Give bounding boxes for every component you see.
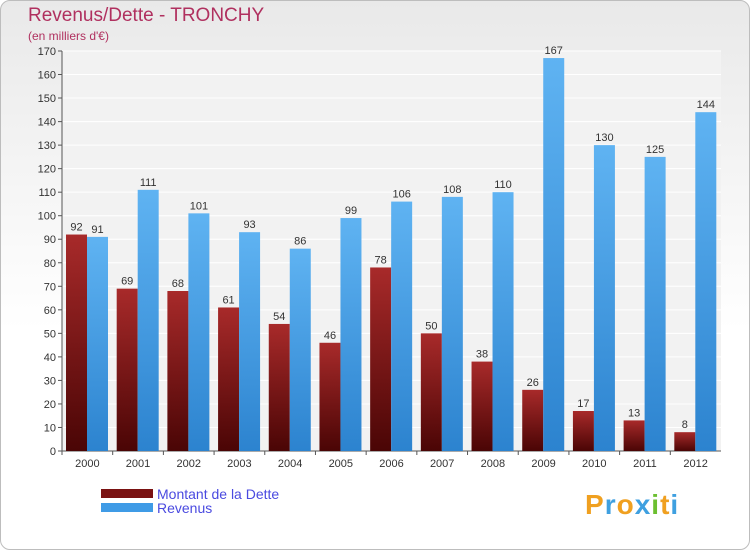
bar-revenus — [239, 232, 261, 451]
data-label: 101 — [190, 200, 208, 212]
data-label: 92 — [70, 222, 82, 234]
bar-revenus — [391, 201, 413, 451]
y-tick-label: 120 — [38, 164, 56, 176]
x-tick-label: 2004 — [278, 458, 302, 470]
y-tick-label: 50 — [44, 328, 56, 340]
data-label: 69 — [121, 276, 133, 288]
y-tick-label: 20 — [44, 399, 56, 411]
brand-letter: r — [604, 489, 617, 520]
chart-title: Revenus/Dette - TRONCHY — [28, 5, 265, 26]
bar-revenus — [543, 58, 565, 451]
y-tick-label: 10 — [44, 422, 56, 434]
bar-dette — [572, 411, 594, 451]
data-label: 78 — [375, 254, 387, 266]
x-tick-label: 2000 — [75, 458, 99, 470]
y-tick-label: 100 — [38, 211, 56, 223]
x-tick-label: 2012 — [683, 458, 707, 470]
bar-dette — [319, 342, 341, 451]
bar-dette — [66, 234, 87, 451]
y-tick-label: 160 — [38, 70, 56, 82]
bar-revenus — [87, 236, 108, 451]
data-label: 68 — [172, 278, 184, 290]
data-label: 46 — [324, 330, 336, 342]
data-label: 167 — [545, 45, 563, 57]
x-tick-label: 2002 — [176, 458, 200, 470]
y-tick-label: 40 — [44, 352, 56, 364]
data-label: 17 — [577, 398, 589, 410]
bar-dette — [623, 420, 645, 451]
data-label: 91 — [91, 224, 103, 236]
x-tick-label: 2001 — [126, 458, 150, 470]
y-tick-label: 130 — [38, 140, 56, 152]
data-label: 110 — [494, 179, 512, 191]
data-label: 125 — [646, 144, 664, 156]
data-label: 108 — [443, 184, 461, 196]
brand-letter: t — [660, 489, 671, 520]
x-tick-label: 2007 — [430, 458, 454, 470]
x-tick-label: 2003 — [227, 458, 251, 470]
legend-label: Revenus — [157, 500, 212, 516]
data-label: 130 — [595, 132, 613, 144]
x-tick-label: 2008 — [481, 458, 505, 470]
x-tick-label: 2011 — [633, 458, 657, 470]
data-label: 99 — [345, 205, 357, 217]
data-label: 93 — [243, 219, 255, 231]
proxiti-logo: Proxiti — [585, 489, 679, 521]
x-tick-label: 2005 — [329, 458, 353, 470]
bar-dette — [674, 432, 696, 451]
bar-revenus — [137, 189, 159, 451]
data-label: 13 — [628, 407, 640, 419]
y-tick-label: 30 — [44, 375, 56, 387]
bar-revenus — [340, 218, 362, 451]
bar-revenus — [695, 112, 717, 452]
x-tick-label: 2006 — [379, 458, 403, 470]
data-label: 54 — [273, 311, 285, 323]
brand-letter: o — [616, 489, 635, 520]
data-label: 106 — [392, 189, 410, 201]
y-tick-label: 170 — [38, 46, 56, 58]
chart-subtitle: (en milliers d'€) — [28, 29, 109, 43]
bar-dette — [522, 389, 544, 451]
y-tick-label: 0 — [50, 446, 56, 458]
y-tick-label: 60 — [44, 305, 56, 317]
data-label: 86 — [294, 236, 306, 248]
y-tick-label: 110 — [38, 187, 56, 199]
data-label: 38 — [476, 349, 488, 361]
bar-revenus — [492, 192, 514, 452]
legend-label: Montant de la Dette — [157, 486, 279, 502]
data-label: 26 — [527, 377, 539, 389]
bar-revenus — [644, 156, 666, 451]
brand-letter: x — [634, 489, 652, 520]
bar-dette — [268, 323, 290, 451]
y-tick-label: 70 — [44, 281, 56, 293]
x-tick-label: 2009 — [531, 458, 555, 470]
y-tick-label: 80 — [44, 258, 56, 270]
bar-revenus — [289, 248, 311, 451]
bar-revenus — [441, 196, 463, 451]
legend-swatch — [101, 489, 153, 498]
bar-revenus — [188, 213, 210, 451]
bar-dette — [218, 307, 240, 451]
data-label: 50 — [425, 320, 437, 332]
bar-dette — [420, 333, 442, 451]
bar-dette — [167, 291, 189, 451]
y-tick-label: 90 — [44, 234, 56, 246]
bar-dette — [370, 267, 392, 451]
x-tick-label: 2010 — [582, 458, 606, 470]
brand-letter: i — [651, 489, 661, 520]
data-label: 111 — [140, 177, 157, 189]
data-label: 144 — [697, 99, 715, 111]
bar-dette — [471, 361, 493, 451]
brand-letter: i — [670, 489, 680, 520]
data-label: 8 — [682, 419, 688, 431]
brand-letter: P — [585, 489, 605, 520]
bar-dette — [116, 288, 138, 451]
bar-revenus — [593, 145, 615, 451]
y-tick-label: 140 — [38, 117, 56, 129]
y-tick-label: 150 — [38, 93, 56, 105]
legend-swatch — [101, 503, 153, 512]
data-label: 61 — [222, 294, 234, 306]
